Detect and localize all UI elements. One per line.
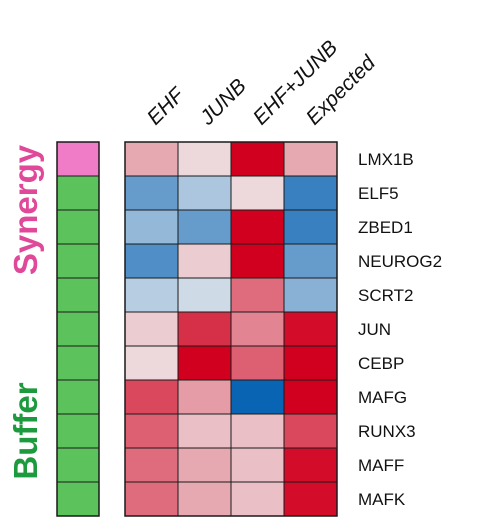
heatmap-cell-scrt2-expected [283,277,338,313]
heatmap-cell-mafk-expected [283,481,338,517]
row-label-mafk: MAFK [358,490,406,509]
heatmap-cell-maff-expected [283,447,338,483]
heatmap-cell-runx3-expected [283,413,338,449]
heatmap-cell-mafk-junb [177,481,232,517]
heatmap-cell-mafk-ehf [124,481,179,517]
row-label-lmx1b: LMX1B [358,150,414,169]
heatmap-cell-lmx1b-ehf-junb [230,141,285,177]
heatmap-cells [124,141,338,517]
group-swatch-zbed1 [56,209,100,245]
heatmap-cell-jun-junb [177,311,232,347]
heatmap-cell-mafk-ehf-junb [230,481,285,517]
heatmap-cell-mafg-expected [283,379,338,415]
swatch-border [56,141,100,517]
heatmap-cell-runx3-ehf [124,413,179,449]
heatmap-cell-elf5-ehf-junb [230,175,285,211]
heatmap-cell-neurog2-ehf-junb [230,243,285,279]
row-label-runx3: RUNX3 [358,422,416,441]
group-swatch-column [56,141,100,517]
group-swatch-lmx1b [56,141,100,177]
heatmap-cell-runx3-ehf-junb [230,413,285,449]
heatmap-cell-zbed1-junb [177,209,232,245]
heatmap-cell-cebp-junb [177,345,232,381]
group-swatch-mafk [56,481,100,517]
heatmap-cell-elf5-ehf [124,175,179,211]
heatmap-cell-maff-ehf [124,447,179,483]
heatmap-cell-cebp-ehf-junb [230,345,285,381]
heatmap-cell-maff-ehf-junb [230,447,285,483]
heatmap-cell-runx3-junb [177,413,232,449]
heatmap-cell-scrt2-junb [177,277,232,313]
heatmap-cell-jun-ehf-junb [230,311,285,347]
group-swatch-neurog2 [56,243,100,279]
column-label-junb: JUNB [195,74,251,130]
heatmap-cell-jun-ehf [124,311,179,347]
heatmap-cell-elf5-junb [177,175,232,211]
row-label-zbed1: ZBED1 [358,218,413,237]
heatmap-cell-cebp-expected [283,345,338,381]
row-label-elf5: ELF5 [358,184,399,203]
row-label-cebp: CEBP [358,354,404,373]
heatmap-cell-maff-junb [177,447,232,483]
group-swatch-cebp [56,345,100,381]
heatmap-cell-cebp-ehf [124,345,179,381]
heatmap-cell-zbed1-ehf [124,209,179,245]
heatmap-cell-lmx1b-junb [177,141,232,177]
heatmap-cell-zbed1-expected [283,209,338,245]
group-swatch-elf5 [56,175,100,211]
heatmap-border [124,141,338,517]
row-label-scrt2: SCRT2 [358,286,413,305]
heatmap-cell-mafg-ehf-junb [230,379,285,415]
group-label-synergy: Synergy [7,144,44,275]
group-label-buffer: Buffer [7,382,44,479]
heatmap-cell-neurog2-junb [177,243,232,279]
heatmap-cell-zbed1-ehf-junb [230,209,285,245]
group-labels: Synergy Buffer [7,144,44,479]
heatmap-cell-neurog2-ehf [124,243,179,279]
heatmap-cell-scrt2-ehf [124,277,179,313]
heatmap-cell-scrt2-ehf-junb [230,277,285,313]
row-label-neurog2: NEUROG2 [358,252,442,271]
heatmap-cell-elf5-expected [283,175,338,211]
row-labels: LMX1B ELF5 ZBED1 NEUROG2 SCRT2 JUN CEBP MAFG RUN… [358,150,442,509]
heatmap-cell-jun-expected [283,311,338,347]
heatmap-cell-lmx1b-ehf [124,141,179,177]
heatmap-cell-neurog2-expected [283,243,338,279]
column-label-ehf: EHF [143,83,190,130]
group-swatch-mafg [56,379,100,415]
heatmap-cell-mafg-junb [177,379,232,415]
row-label-mafg: MAFG [358,388,407,407]
group-swatch-jun [56,311,100,347]
row-label-maff: MAFF [358,456,404,475]
heatmap-cell-lmx1b-expected [283,141,338,177]
row-label-jun: JUN [358,320,391,339]
group-swatch-runx3 [56,413,100,449]
group-swatch-maff [56,447,100,483]
heatmap-cell-mafg-ehf [124,379,179,415]
group-swatch-scrt2 [56,277,100,313]
